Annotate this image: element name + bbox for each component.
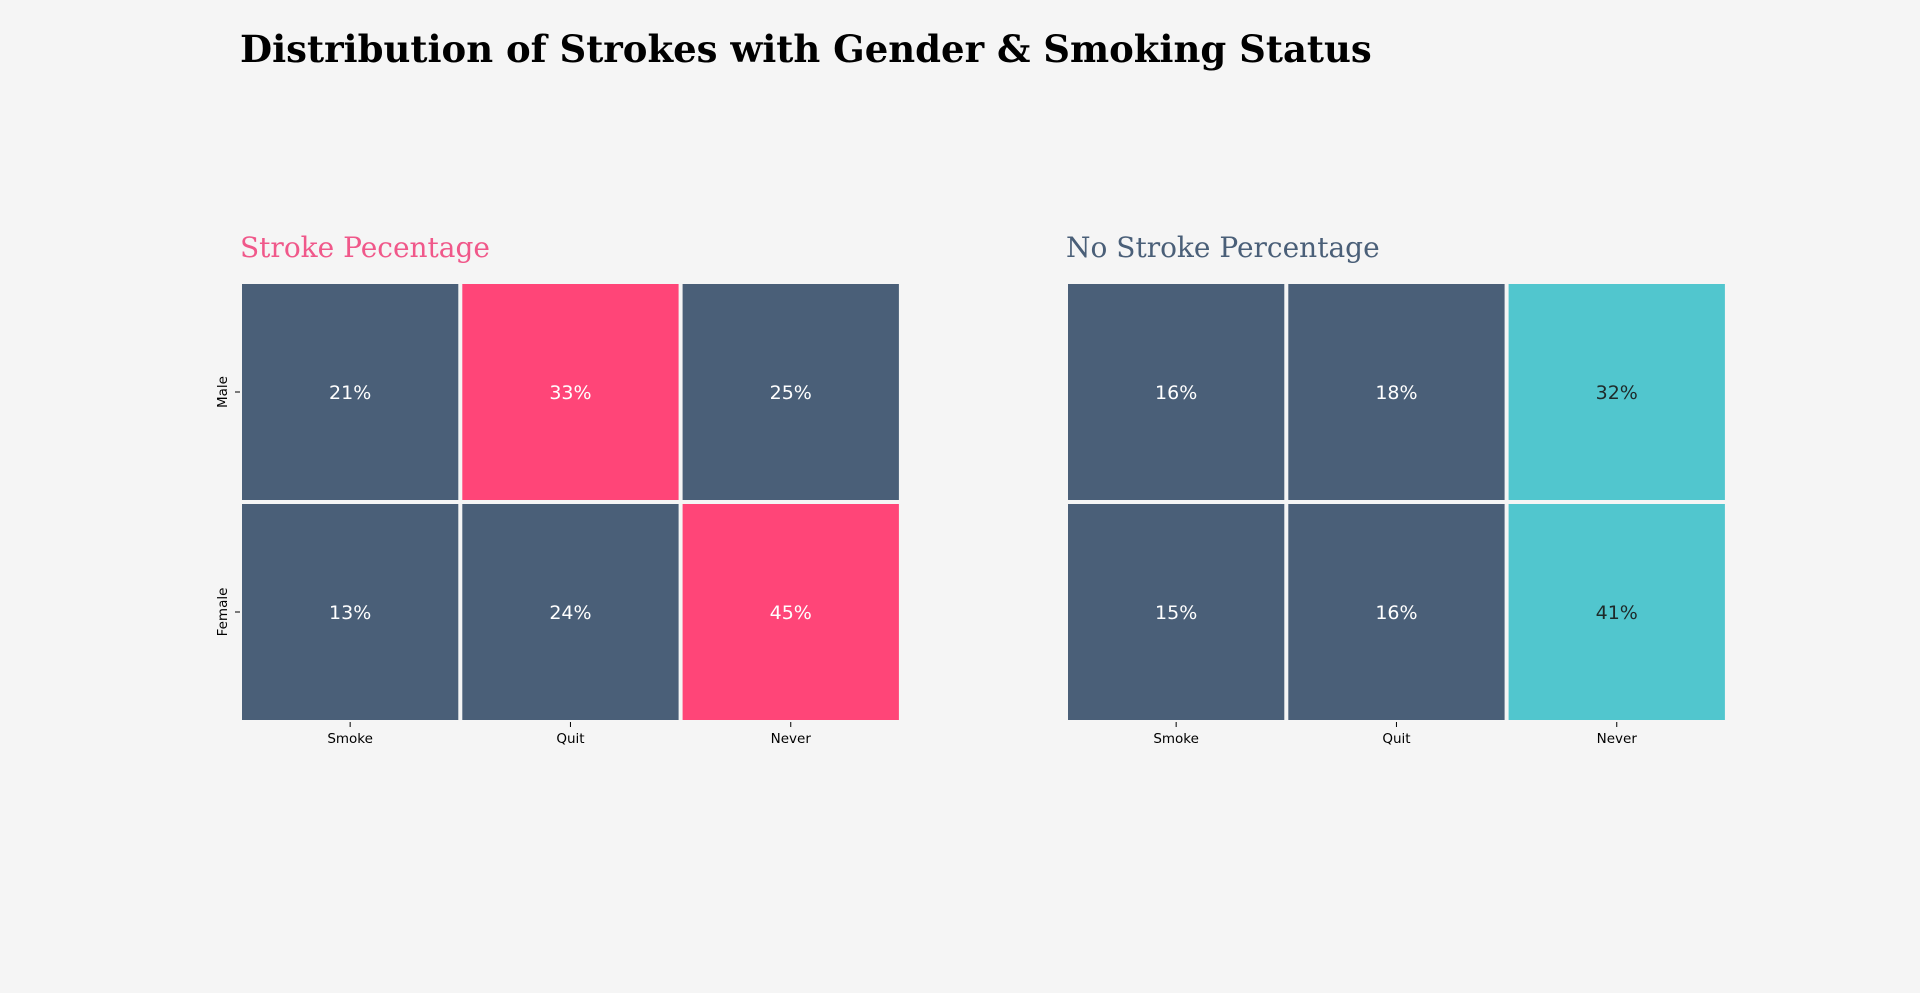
x-tick-label: Quit xyxy=(1382,731,1410,747)
heatmap-cell xyxy=(682,504,899,720)
heatmap-cell xyxy=(1508,504,1725,720)
heatmap-cell xyxy=(242,504,459,720)
x-tick-label: Never xyxy=(1597,731,1638,747)
cell-value-label: 16% xyxy=(1375,602,1417,624)
heatmap-cell xyxy=(1508,284,1725,500)
x-tick-label: Smoke xyxy=(1153,731,1199,747)
x-tick-label: Never xyxy=(771,731,812,747)
heatmap-cell xyxy=(1288,504,1505,720)
heatmap-cell xyxy=(242,284,459,500)
heatmap-cell xyxy=(1288,284,1505,500)
cell-value-label: 21% xyxy=(329,382,371,404)
heatmap-cell xyxy=(682,284,899,500)
heatmap-cell xyxy=(462,284,679,500)
panel-title: Stroke Pecentage xyxy=(240,231,490,264)
cell-value-label: 32% xyxy=(1596,382,1638,404)
cell-value-label: 18% xyxy=(1375,382,1417,404)
panel-title: No Stroke Percentage xyxy=(1066,231,1380,264)
heatmap-cell xyxy=(1068,284,1285,500)
x-tick-label: Quit xyxy=(556,731,584,747)
cell-value-label: 15% xyxy=(1155,602,1197,624)
heatmap-cell xyxy=(1068,504,1285,720)
cell-value-label: 41% xyxy=(1596,602,1638,624)
cell-value-label: 33% xyxy=(549,382,591,404)
main-title: Distribution of Strokes with Gender & Sm… xyxy=(240,27,1372,71)
cell-value-label: 25% xyxy=(770,382,812,404)
heatmap-cell xyxy=(462,504,679,720)
y-tick-label: Female xyxy=(215,588,231,637)
cell-value-label: 16% xyxy=(1155,382,1197,404)
cell-value-label: 13% xyxy=(329,602,371,624)
cell-value-label: 45% xyxy=(770,602,812,624)
stroke-heatmap: Stroke Pecentage 21% 33% 25% 13% 24% 45% Smoke Q… xyxy=(215,231,899,747)
x-tick-label: Smoke xyxy=(327,731,373,747)
y-tick-label: Male xyxy=(215,376,231,408)
no-stroke-heatmap: No Stroke Percentage 16% 18% 32% 15% 16% 41% Sm… xyxy=(1066,231,1725,747)
cell-value-label: 24% xyxy=(549,602,591,624)
